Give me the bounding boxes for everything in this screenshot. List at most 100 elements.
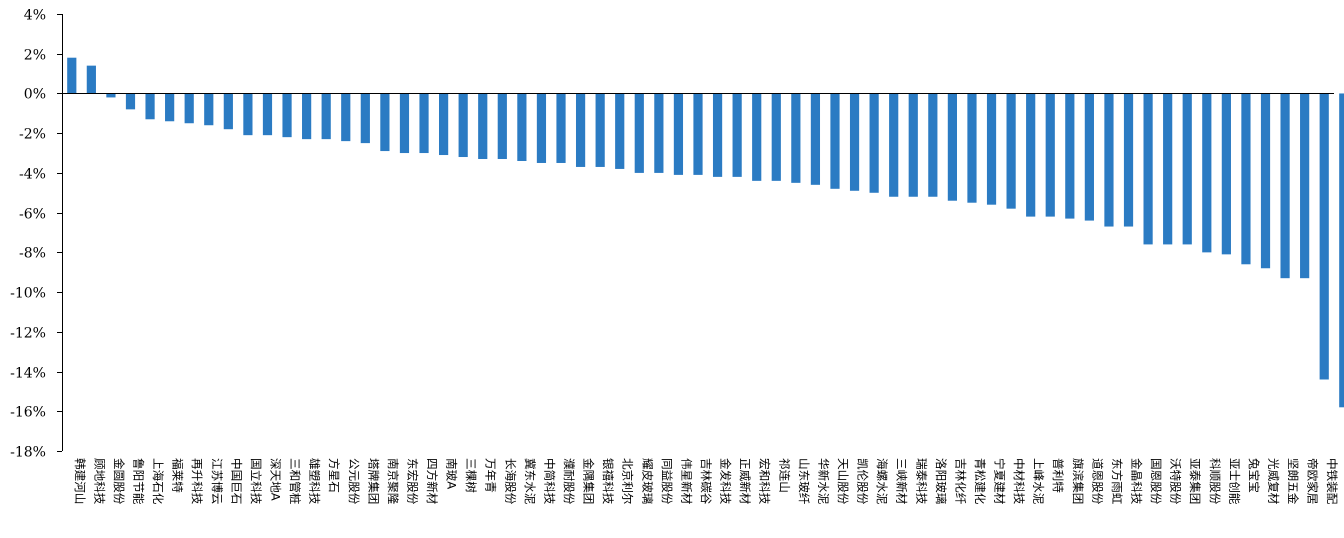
x-tick-label: 四方新材: [425, 458, 439, 505]
bar: [1026, 93, 1036, 217]
x-tick-label: 顾地科技: [92, 458, 106, 505]
x-tick-label: 万年青: [484, 458, 498, 493]
bar: [419, 93, 429, 154]
x-tick-label: 东宏股份: [405, 458, 419, 505]
bar: [1045, 93, 1055, 217]
bar: [1300, 93, 1310, 279]
y-tick-label: -14%: [10, 366, 46, 382]
bar: [654, 93, 664, 173]
x-tick-label: 沃特股份: [1169, 458, 1183, 505]
x-tick-label: 濮耐股份: [562, 458, 576, 505]
bars: [67, 57, 1344, 408]
bar: [634, 93, 644, 173]
y-tick-label: -8%: [19, 246, 46, 262]
x-tick-label: 旗滨集团: [1071, 458, 1085, 504]
bar: [575, 93, 586, 167]
bar: [184, 93, 194, 124]
bar: [928, 93, 938, 197]
bar: [556, 93, 566, 163]
x-tick-label: 中国巨石: [229, 458, 243, 504]
x-tick-label: 科顺股份: [1208, 458, 1222, 505]
bar: [67, 57, 77, 94]
x-tick-label: 冀东水泥: [523, 458, 537, 505]
bar: [947, 93, 957, 201]
bar: [1280, 93, 1290, 279]
x-tick-label: 普利特: [1051, 458, 1065, 493]
y-tick-label: -10%: [10, 286, 46, 302]
x-tick-label: 兔宝宝: [1247, 458, 1261, 493]
x-tick-label: 深天地A: [268, 458, 282, 501]
bar: [458, 93, 468, 158]
bar: [262, 93, 273, 136]
x-tick-label: 上海石化: [151, 458, 165, 505]
bar: [830, 93, 840, 189]
x-tick-label: 祁连山: [777, 458, 791, 493]
y-tick-label: -18%: [10, 445, 46, 461]
bar: [497, 93, 507, 160]
bar: [771, 93, 781, 181]
x-tick-label: 长海股份: [503, 458, 517, 505]
x-tick-label: 塔牌集团: [366, 458, 380, 504]
bar: [791, 93, 801, 183]
y-tick-label: -12%: [10, 326, 46, 342]
bar: [1339, 93, 1344, 408]
x-tick-label: 青松建化: [973, 458, 987, 505]
bar: [1221, 93, 1231, 255]
x-tick-label: 天山股份: [836, 458, 850, 505]
bar: [595, 93, 605, 167]
x-tick-label: 亚士创能: [1227, 458, 1241, 505]
bar: [908, 93, 918, 197]
bar: [517, 93, 527, 161]
x-tick-label: 东方雨虹: [1110, 458, 1124, 505]
bar: [1084, 93, 1094, 221]
x-tick-label: 公元股份: [347, 458, 361, 505]
bar: [282, 93, 292, 138]
x-tick-label: 江苏博云: [210, 458, 224, 504]
bar: [106, 93, 116, 98]
bar: [1182, 93, 1192, 245]
bar: [615, 93, 625, 169]
y-tick-label: -2%: [19, 127, 46, 143]
x-tick-label: 正威新材: [738, 458, 752, 505]
x-tick-label: 上峰水泥: [1032, 458, 1046, 505]
x-tick-label: 鲁阳节能: [131, 458, 145, 505]
x-tick-label: 方星石: [327, 458, 341, 493]
y-axis: 4% 2% 0% -2% -4% -6% -8% -10% -12% -14% -16% -18%: [10, 8, 63, 461]
x-tick-label: 吉林化纤: [953, 458, 967, 505]
x-tick-label: 华新水泥: [816, 458, 830, 505]
x-tick-label: 山东玻纤: [797, 458, 811, 505]
x-tick-label: 三和管桩: [288, 458, 302, 505]
x-tick-label: 光威复材: [1267, 458, 1281, 505]
bar: [145, 93, 155, 120]
x-tick-label: 中简科技: [542, 458, 556, 505]
bar: [243, 93, 253, 136]
x-tick-labels: 韩建河山 顾地科技 金圆股份 鲁阳节能 上海石化 福莱特 再升科技 江苏博云 中国巨石 国立科技深…: [73, 458, 1339, 505]
bar: [165, 93, 175, 122]
bar: [752, 93, 762, 181]
x-tick-label: 南京聚隆: [386, 458, 400, 505]
bar: [1202, 93, 1212, 253]
x-tick-label: 同益股份: [660, 458, 674, 505]
x-tick-label: 帝欧家居: [1306, 458, 1320, 504]
bar: [380, 93, 390, 152]
x-tick-label: 伟星新材: [679, 458, 693, 505]
y-tick-label: -6%: [19, 207, 46, 223]
bar: [302, 93, 312, 140]
bar: [1104, 93, 1114, 227]
x-tick-label: 海螺水泥: [875, 458, 889, 505]
bar: [732, 93, 742, 177]
x-tick-label: 再升科技: [190, 458, 204, 505]
x-tick-label: 三棵树: [464, 458, 478, 493]
x-tick-label: 银禧科技: [601, 458, 615, 505]
x-tick-label: 南玻A: [445, 458, 459, 489]
bar: [869, 93, 879, 193]
bar: [889, 93, 899, 197]
bar: [204, 93, 214, 126]
y-tick-label: 4%: [24, 8, 46, 24]
bar: [712, 93, 723, 177]
x-tick-label: 国立科技: [249, 458, 263, 505]
bar: [439, 93, 449, 156]
x-tick-label: 宏和科技: [758, 458, 772, 505]
